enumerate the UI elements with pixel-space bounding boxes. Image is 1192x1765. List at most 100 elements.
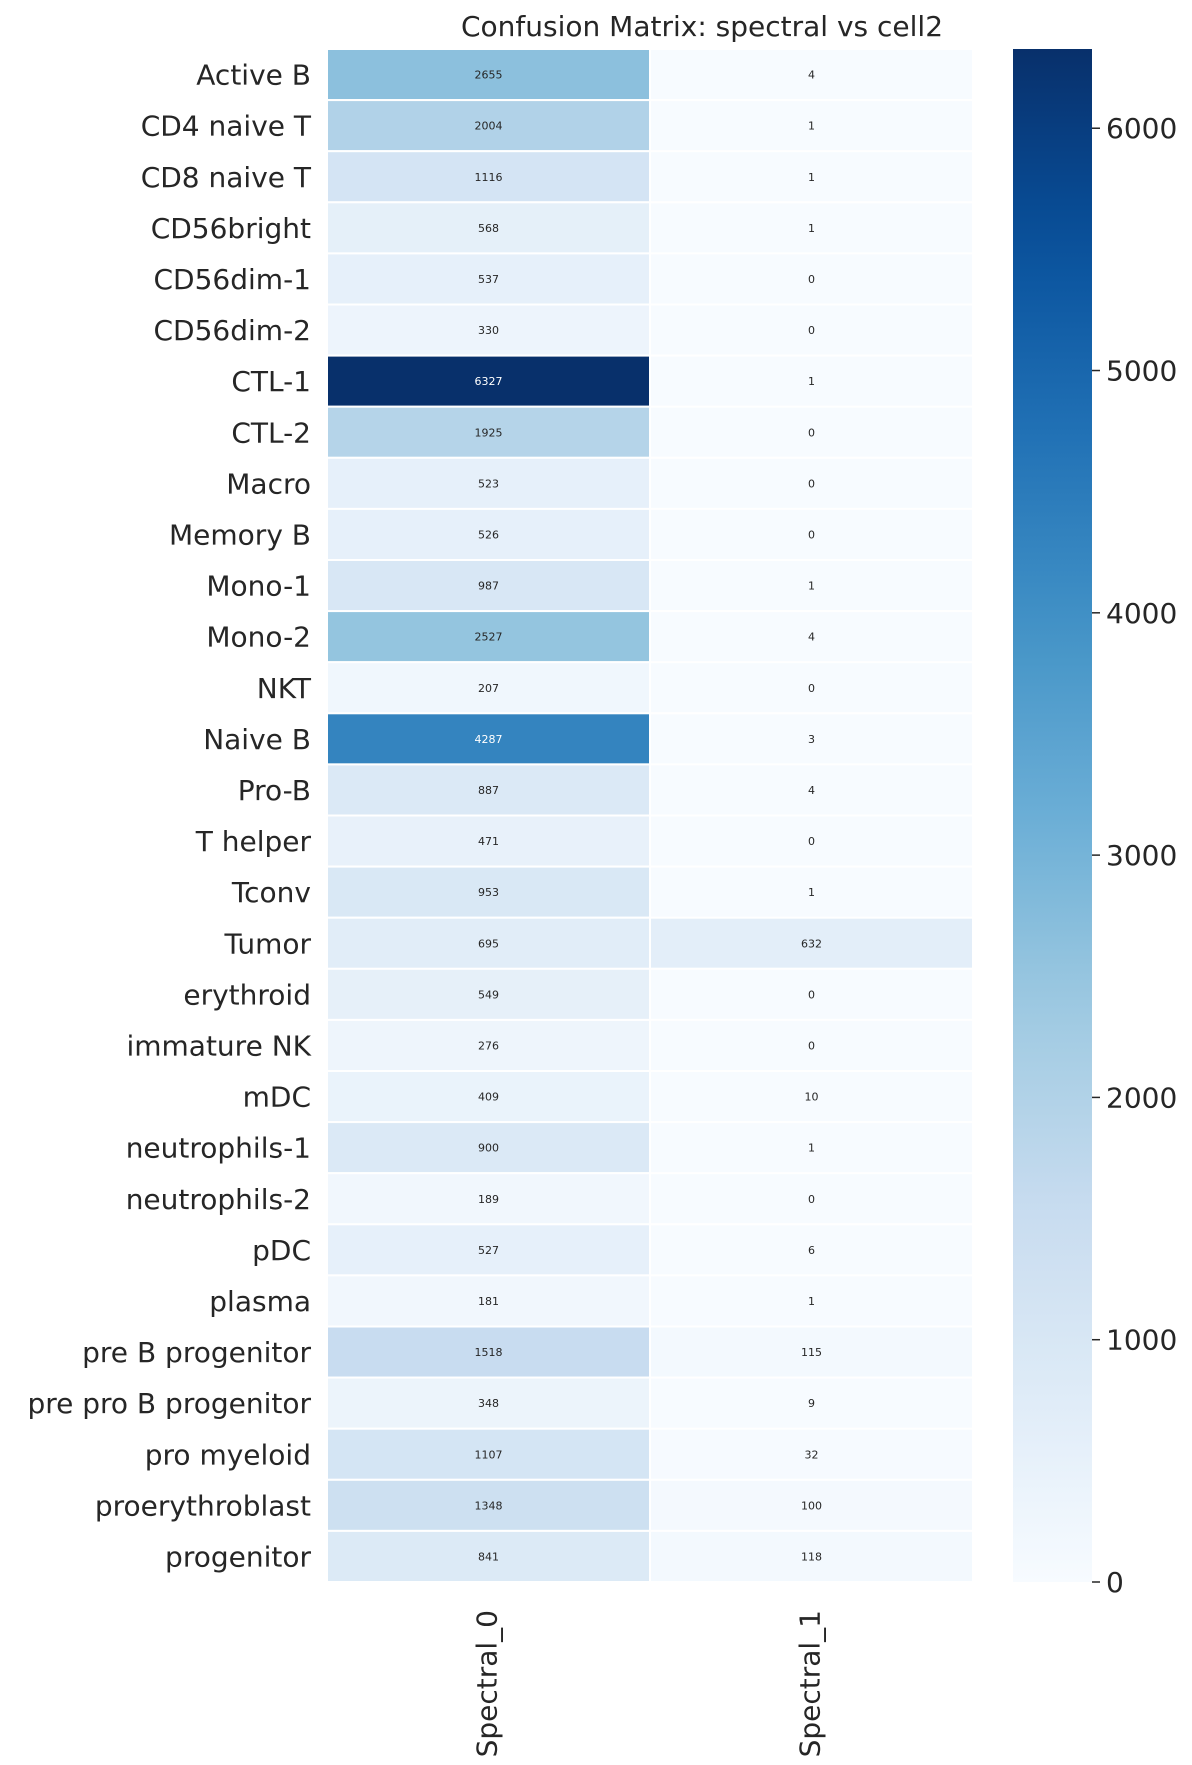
cell-value-label: 4 xyxy=(808,69,815,82)
cell-value-label: 0 xyxy=(808,1193,815,1206)
row-label: Naive B xyxy=(203,723,311,756)
cell-value-label: 1 xyxy=(808,886,815,899)
heatmap-cell xyxy=(649,303,974,357)
heatmap-cell xyxy=(649,252,974,306)
cell-value-label: 2004 xyxy=(475,120,503,133)
row-label: mDC xyxy=(243,1081,311,1114)
colorbar-tick-label: 1000 xyxy=(1106,1324,1177,1357)
cell-value-label: 4287 xyxy=(475,733,503,746)
heatmap-cell xyxy=(326,48,651,102)
cell-value-label: 1925 xyxy=(475,426,503,439)
row-label: CD8 naive T xyxy=(141,161,312,194)
heatmap-cell xyxy=(326,814,651,868)
cell-value-label: 987 xyxy=(478,580,499,593)
heatmap-cell xyxy=(649,48,974,102)
heatmap-cell xyxy=(326,1223,651,1277)
heatmap-cell xyxy=(649,1427,974,1481)
row-labels: Active B CD4 naive T CD8 naive T CD56bright… xyxy=(27,59,311,1574)
column-labels: Spectral_0 Spectral_1 xyxy=(471,1610,827,1757)
colorbar-tick-label: 6000 xyxy=(1106,112,1177,145)
cell-value-label: 1 xyxy=(808,120,815,133)
cell-value-label: 1107 xyxy=(475,1448,503,1461)
row-label: progenitor xyxy=(165,1540,311,1573)
cell-value-label: 4 xyxy=(808,784,815,797)
row-label: CD56dim-1 xyxy=(154,263,312,296)
cell-value-label: 4 xyxy=(808,631,815,644)
cell-value-label: 953 xyxy=(478,886,499,899)
cell-value-label: 0 xyxy=(808,324,815,337)
cell-value-label: 1 xyxy=(808,375,815,388)
row-label: Active B xyxy=(196,59,311,92)
row-label: neutrophils-2 xyxy=(126,1183,311,1216)
cell-value-label: 1116 xyxy=(475,171,503,184)
heatmap-cell xyxy=(649,712,974,766)
cell-value-label: 0 xyxy=(808,682,815,695)
row-label: Memory B xyxy=(169,518,311,551)
row-label: pro myeloid xyxy=(145,1438,311,1471)
cell-value-label: 1518 xyxy=(475,1346,503,1359)
colorbar xyxy=(1013,49,1092,1582)
colorbar-ticks: 0 1000 2000 3000 4000 5000 6000 xyxy=(1092,112,1177,1599)
row-label: CD4 naive T xyxy=(141,110,312,143)
cell-value-label: 1 xyxy=(808,580,815,593)
heatmap-cell xyxy=(326,507,651,561)
row-label: CTL-2 xyxy=(231,416,311,449)
heatmap-cell xyxy=(649,99,974,153)
cell-value-label: 276 xyxy=(478,1039,499,1052)
colorbar-tick-label: 0 xyxy=(1106,1566,1124,1599)
row-label: proerythroblast xyxy=(95,1489,311,1522)
cell-value-label: 568 xyxy=(478,222,499,235)
cell-value-label: 1 xyxy=(808,1142,815,1155)
row-label: Mono-2 xyxy=(206,621,311,654)
heatmap-cell xyxy=(649,1121,974,1175)
row-label: Tumor xyxy=(223,927,311,960)
cell-value-label: 118 xyxy=(801,1550,822,1563)
heatmap-cell xyxy=(649,1172,974,1226)
colorbar-tick-label: 5000 xyxy=(1106,355,1177,388)
heatmap-cell xyxy=(649,1018,974,1073)
cell-value-label: 409 xyxy=(478,1091,499,1104)
row-label: CD56dim-2 xyxy=(154,314,312,347)
cell-value-label: 0 xyxy=(808,988,815,1001)
row-label: erythroid xyxy=(183,978,311,1011)
row-label: Macro xyxy=(226,467,311,500)
heatmap-cell xyxy=(326,1172,651,1226)
heatmap-cell xyxy=(326,1274,651,1328)
cell-value-label: 207 xyxy=(478,682,499,695)
cell-value-label: 632 xyxy=(801,937,822,950)
colorbar-tick-label: 2000 xyxy=(1106,1081,1177,1114)
heatmap-cell xyxy=(649,1274,974,1328)
row-label: pre pro B progenitor xyxy=(27,1387,311,1420)
heatmap-cell xyxy=(649,507,974,561)
cell-value-label: 841 xyxy=(478,1550,499,1563)
heatmap-cell xyxy=(649,916,974,970)
heatmap-cell xyxy=(326,610,651,664)
row-label: plasma xyxy=(209,1285,311,1318)
cell-value-label: 537 xyxy=(478,273,499,286)
heatmap-cell xyxy=(649,610,974,664)
heatmap-cell xyxy=(326,1121,651,1175)
heatmap-cell xyxy=(326,1325,651,1379)
heatmap-cell xyxy=(649,763,974,817)
cell-value-label: 887 xyxy=(478,784,499,797)
row-label: neutrophils-1 xyxy=(126,1132,311,1165)
cell-value-label: 181 xyxy=(478,1295,499,1308)
heatmap-cell xyxy=(649,1223,974,1277)
heatmap-cell xyxy=(649,661,974,715)
row-label: Pro-B xyxy=(238,774,311,807)
heatmap-cell xyxy=(326,1018,651,1073)
cell-value-label: 330 xyxy=(478,324,499,337)
cell-value-label: 1 xyxy=(808,222,815,235)
cell-value-label: 0 xyxy=(808,273,815,286)
heatmap-cell xyxy=(649,559,974,613)
cell-value-label: 0 xyxy=(808,477,815,490)
cell-value-label: 10 xyxy=(805,1091,819,1104)
cell-value-label: 32 xyxy=(805,1448,819,1461)
row-label: NKT xyxy=(257,672,312,705)
colorbar-tick-label: 3000 xyxy=(1106,839,1177,872)
row-label: Mono-1 xyxy=(206,570,311,603)
column-label: Spectral_1 xyxy=(794,1610,827,1757)
row-label: T helper xyxy=(195,825,312,858)
heatmap-cell xyxy=(326,559,651,613)
heatmap-cell xyxy=(649,150,974,204)
